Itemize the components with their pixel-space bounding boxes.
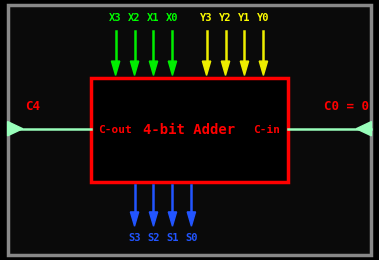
FancyArrow shape [8, 122, 23, 136]
FancyArrow shape [202, 61, 211, 75]
FancyArrow shape [130, 212, 139, 226]
FancyArrow shape [240, 61, 249, 75]
Text: C0 = 0: C0 = 0 [324, 100, 369, 113]
FancyArrow shape [149, 212, 158, 226]
Text: X1: X1 [147, 14, 160, 23]
Text: X3: X3 [110, 14, 122, 23]
Text: C-out: C-out [99, 125, 132, 135]
Text: C-in: C-in [254, 125, 280, 135]
Text: X2: X2 [128, 14, 141, 23]
FancyArrow shape [356, 122, 371, 136]
Text: Y0: Y0 [257, 14, 269, 23]
FancyArrow shape [130, 61, 139, 75]
FancyArrow shape [111, 61, 120, 75]
Text: S3: S3 [128, 233, 141, 243]
FancyArrow shape [259, 61, 268, 75]
Text: S1: S1 [166, 233, 179, 243]
Text: C4: C4 [25, 100, 40, 113]
Text: 4-bit Adder: 4-bit Adder [143, 123, 236, 137]
Text: X0: X0 [166, 14, 179, 23]
Text: S2: S2 [147, 233, 160, 243]
FancyArrow shape [187, 212, 196, 226]
FancyArrow shape [168, 61, 177, 75]
FancyArrow shape [221, 61, 230, 75]
Text: Y1: Y1 [238, 14, 251, 23]
FancyArrow shape [149, 61, 158, 75]
Text: Y2: Y2 [219, 14, 232, 23]
FancyArrow shape [168, 212, 177, 226]
Text: Y3: Y3 [200, 14, 213, 23]
Text: S0: S0 [185, 233, 197, 243]
Bar [91, 78, 288, 182]
